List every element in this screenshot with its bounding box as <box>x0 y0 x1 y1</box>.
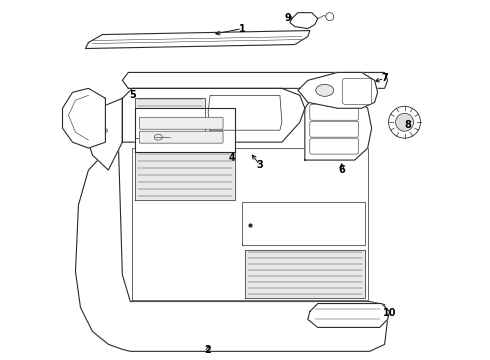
Circle shape <box>326 13 334 21</box>
Text: 3: 3 <box>257 160 263 170</box>
Polygon shape <box>63 88 105 148</box>
Polygon shape <box>89 98 122 170</box>
FancyBboxPatch shape <box>139 131 223 143</box>
Ellipse shape <box>316 84 334 96</box>
FancyBboxPatch shape <box>310 121 359 137</box>
FancyBboxPatch shape <box>139 117 223 129</box>
Text: 10: 10 <box>383 309 396 319</box>
Polygon shape <box>75 142 388 351</box>
Polygon shape <box>122 72 388 88</box>
Text: 8: 8 <box>404 120 411 130</box>
Polygon shape <box>305 98 371 160</box>
Circle shape <box>395 113 414 131</box>
FancyBboxPatch shape <box>343 78 371 104</box>
Polygon shape <box>135 108 235 152</box>
Polygon shape <box>242 202 365 245</box>
Polygon shape <box>85 31 310 49</box>
Text: 2: 2 <box>205 345 212 355</box>
Polygon shape <box>308 303 390 328</box>
Text: 1: 1 <box>239 24 245 33</box>
Text: 4: 4 <box>229 153 235 163</box>
Text: 6: 6 <box>339 165 345 175</box>
Text: 7: 7 <box>381 73 388 84</box>
Polygon shape <box>132 148 368 300</box>
FancyBboxPatch shape <box>310 104 359 120</box>
Polygon shape <box>298 72 378 108</box>
Polygon shape <box>135 98 205 138</box>
Polygon shape <box>245 250 365 298</box>
Polygon shape <box>290 13 318 28</box>
Polygon shape <box>208 95 282 130</box>
FancyBboxPatch shape <box>310 138 359 154</box>
Circle shape <box>389 106 420 138</box>
Polygon shape <box>135 152 235 200</box>
Text: 9: 9 <box>285 13 291 23</box>
Text: 5: 5 <box>129 90 136 100</box>
Polygon shape <box>122 88 305 142</box>
